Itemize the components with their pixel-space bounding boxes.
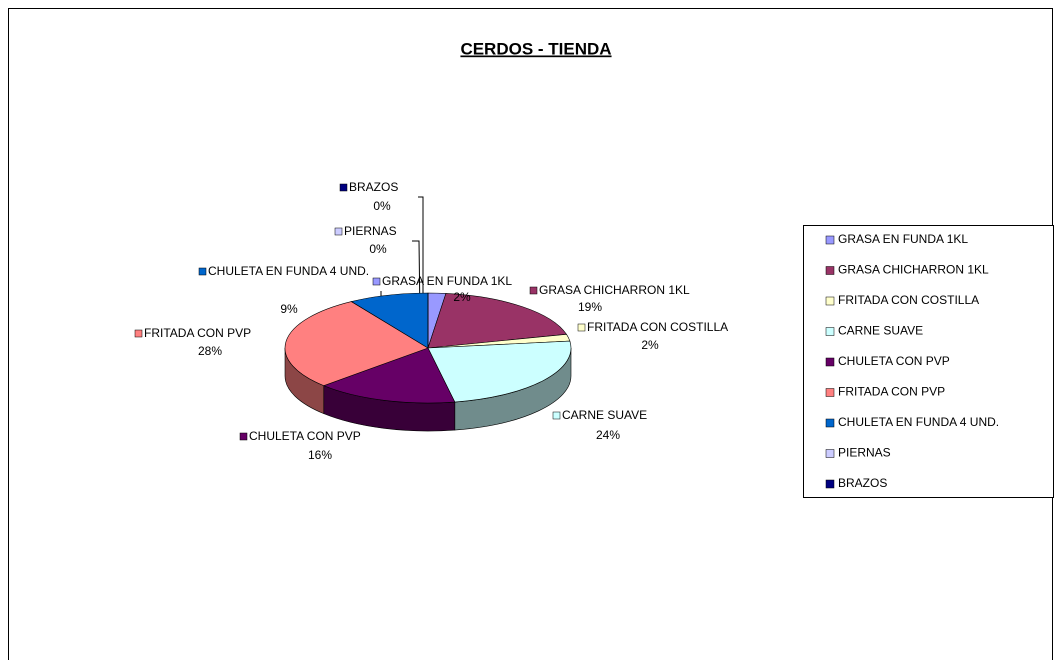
legend-label: CHULETA EN FUNDA 4 UND. <box>838 415 999 429</box>
legend-key <box>825 327 835 336</box>
label-key <box>339 183 348 192</box>
legend-key <box>825 388 835 397</box>
slice <box>427 293 568 349</box>
data-label: 0% <box>369 242 387 256</box>
data-label-name: GRASA CHICHARRON 1KL <box>539 283 690 297</box>
label-key <box>577 323 586 332</box>
legend-key <box>825 296 835 306</box>
data-label: 19% <box>578 300 602 314</box>
legend-label: FRITADA CON PVP <box>838 385 945 399</box>
data-label: 24% <box>596 428 620 442</box>
legend-key <box>825 418 835 428</box>
legend-key <box>825 266 835 275</box>
data-label-name: FRITADA CON PVP <box>144 326 251 340</box>
legend-key <box>825 479 835 489</box>
slice <box>284 301 429 386</box>
data-label-name: GRASA EN FUNDA 1KL <box>382 274 512 288</box>
data-label: 2% <box>641 338 659 352</box>
slice <box>427 340 572 403</box>
label-key <box>239 432 248 441</box>
legend-label: GRASA CHICHARRON 1KL <box>838 263 989 277</box>
legend-key <box>825 357 835 367</box>
legend-label: CARNE SUAVE <box>838 324 923 338</box>
slice <box>350 292 429 349</box>
data-label: 9% <box>280 302 298 316</box>
label-key <box>372 277 381 286</box>
data-label-name: CHULETA CON PVP <box>249 429 361 443</box>
data-label-name: FRITADA CON COSTILLA <box>587 320 728 334</box>
data-label-name: BRAZOS <box>349 180 398 194</box>
legend-key <box>825 449 835 458</box>
legend-label: BRAZOS <box>838 476 887 490</box>
slice <box>322 347 456 404</box>
legend-key <box>825 235 835 245</box>
label-key <box>552 411 561 420</box>
chart-title: CERDOS - TIENDA <box>460 39 611 58</box>
legend-label: CHULETA CON PVP <box>838 354 950 368</box>
data-label-name: CHULETA EN FUNDA 4 UND. <box>208 264 369 278</box>
label-key <box>529 286 538 295</box>
label-key <box>134 329 143 338</box>
data-label: 2% <box>453 290 471 304</box>
legend-label: PIERNAS <box>838 446 891 460</box>
legend-box <box>803 225 1054 498</box>
data-label-name: PIERNAS <box>344 224 397 238</box>
data-label: 28% <box>198 344 222 358</box>
label-key <box>334 227 343 236</box>
data-label-name: CARNE SUAVE <box>562 408 647 422</box>
legend-label: FRITADA CON COSTILLA <box>838 293 979 307</box>
data-label: 16% <box>308 448 332 462</box>
label-key <box>198 267 207 276</box>
legend-label: GRASA EN FUNDA 1KL <box>838 232 968 246</box>
data-label: 0% <box>373 199 391 213</box>
